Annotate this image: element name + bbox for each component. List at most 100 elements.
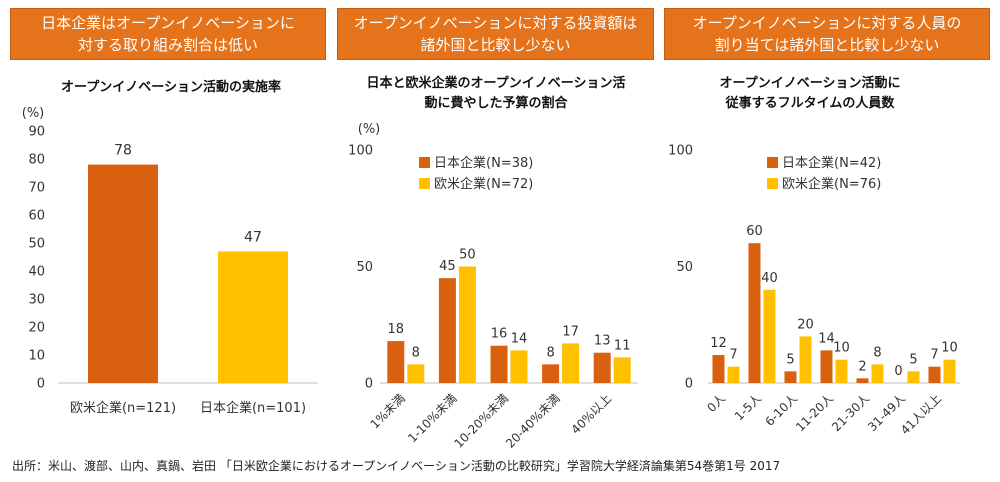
bar-western-3: [835, 359, 848, 383]
category-label: 10-20%未満: [451, 391, 511, 451]
y-tick-label: 90: [28, 125, 45, 140]
data-label-japan-2: 16: [491, 327, 508, 342]
bar-japan-4: [593, 352, 611, 383]
data-label-western-0: 7: [729, 348, 737, 363]
bar-western-0: [407, 364, 425, 383]
y-tick-label: 0: [37, 377, 45, 392]
y-tick-label: 0: [365, 377, 373, 392]
legend-swatch-japan: [767, 157, 778, 168]
bar-western-0: [727, 366, 740, 383]
category-label: 40%以上: [569, 391, 615, 437]
category-label: 1-10%未満: [405, 391, 459, 445]
bar-western-4: [871, 364, 884, 383]
header-banner-staffing: オープンイノベーションに対する人員の 割り当ては諸外国と比較し少ない: [664, 8, 990, 60]
y-axis-unit-label: (%): [22, 106, 45, 121]
category-label: 11-20人: [793, 391, 836, 434]
y-tick-label: 100: [348, 144, 373, 159]
header-line: 対する取り組み割合は低い: [77, 36, 258, 54]
data-label-western-3: 10: [833, 341, 850, 356]
bar-japan-3: [820, 350, 833, 383]
data-label-western-1: 40: [761, 271, 778, 286]
data-label-japan-4: 13: [594, 334, 611, 349]
bar-western-3: [562, 343, 580, 383]
data-label-japan-2: 5: [786, 352, 794, 367]
chart-title: 日本と欧米企業のオープンイノベーション活: [367, 75, 626, 91]
y-tick-label: 10: [28, 349, 45, 364]
bar-western-5: [907, 371, 920, 383]
category-label: 0人: [704, 391, 728, 415]
bar-japan-1: [438, 278, 456, 383]
bar-western-1: [458, 266, 476, 383]
header-banner-investment: オープンイノベーションに対する投資額は 諸外国と比較し少ない: [337, 8, 654, 60]
bar-western-6: [943, 359, 956, 383]
bar-western-2: [510, 350, 528, 383]
data-label-western-3: 17: [562, 324, 579, 339]
header-line: 日本企業はオープンイノベーションに: [41, 14, 295, 32]
y-tick-label: 0: [685, 377, 693, 392]
bar-japan-6: [928, 366, 941, 383]
y-tick-label: 30: [28, 293, 45, 308]
chart-title: 動に費やした予算の割合: [424, 95, 568, 111]
data-label-japan-6: 7: [930, 348, 938, 363]
y-tick-label: 60: [28, 209, 45, 224]
data-label-japan-3: 8: [546, 345, 554, 360]
data-label-japan-0: 18: [388, 322, 405, 337]
header-line: 諸外国と比較し少ない: [420, 36, 571, 54]
header-banner-implementation-rate: 日本企業はオープンイノベーションに 対する取り組み割合は低い: [10, 8, 326, 60]
y-tick-label: 20: [28, 321, 45, 336]
y-tick-label: 100: [668, 144, 693, 159]
y-tick-label: 50: [356, 260, 373, 275]
bar-japan-0: [387, 341, 405, 383]
data-label-western-1: 50: [459, 248, 476, 263]
category-label: 20-40%未満: [503, 391, 563, 451]
header-line: 割り当ては諸外国と比較し少ない: [714, 36, 940, 54]
legend-swatch-western: [419, 178, 430, 189]
category-label: 欧米企業(n=121): [70, 400, 176, 416]
data-label-western-0: 8: [412, 345, 420, 360]
chart-implementation-rate: オープンイノベーション活動の実施率 (%) 0 10 20 30 40 50 60 70 80 90…: [22, 79, 318, 416]
category-label: 日本企業(n=101): [200, 400, 306, 416]
data-label-western-4: 11: [614, 338, 631, 353]
legend-label-japan: 日本企業(N=42): [782, 155, 881, 171]
header-line: オープンイノベーションに対する投資額は: [353, 14, 638, 32]
bar-japan-2: [784, 371, 797, 383]
bar-japan-3: [542, 364, 560, 383]
legend-swatch-western: [767, 178, 778, 189]
data-label-japan-0: 12: [710, 336, 727, 351]
category-label: 1%未満: [368, 391, 408, 431]
data-label-western: 78: [114, 143, 132, 159]
header-line: オープンイノベーションに対する人員の: [692, 14, 962, 32]
data-label-japan-5: 0: [894, 364, 902, 379]
y-axis-unit-label: (%): [358, 122, 381, 137]
bar-western-1: [763, 289, 776, 383]
data-label-japan: 47: [244, 229, 262, 245]
bar-western-4: [613, 357, 631, 383]
chart-budget-share: 日本と欧米企業のオープンイノベーション活 動に費やした予算の割合 (%) 0 50 1…: [348, 75, 638, 451]
legend-label-western: 欧米企業(N=76): [782, 176, 881, 192]
chart-title: 従事するフルタイムの人員数: [725, 95, 896, 111]
chart-title: オープンイノベーション活動に: [720, 75, 901, 91]
data-label-japan-1: 60: [746, 224, 763, 239]
y-tick-label: 50: [676, 260, 693, 275]
category-label: 21-30人: [829, 391, 872, 434]
y-tick-label: 80: [28, 153, 45, 168]
bar-japan: [218, 251, 288, 383]
data-label-western-4: 8: [873, 345, 881, 360]
chart-title: オープンイノベーション活動の実施率: [61, 79, 281, 95]
data-label-western-2: 20: [797, 317, 814, 332]
bar-western: [88, 164, 158, 383]
data-label-japan-4: 2: [858, 359, 866, 374]
legend-swatch-japan: [419, 157, 430, 168]
y-tick-label: 50: [28, 237, 45, 252]
data-label-western-2: 14: [511, 331, 528, 346]
y-tick-label: 40: [28, 265, 45, 280]
bar-western-2: [799, 336, 812, 383]
bar-japan-1: [748, 243, 761, 383]
data-label-western-6: 10: [941, 341, 958, 356]
data-label-western-5: 5: [909, 352, 917, 367]
category-label: 1-5人: [732, 391, 764, 423]
bar-japan-0: [712, 355, 725, 383]
bar-japan-4: [856, 378, 869, 383]
data-label-japan-3: 14: [818, 331, 835, 346]
